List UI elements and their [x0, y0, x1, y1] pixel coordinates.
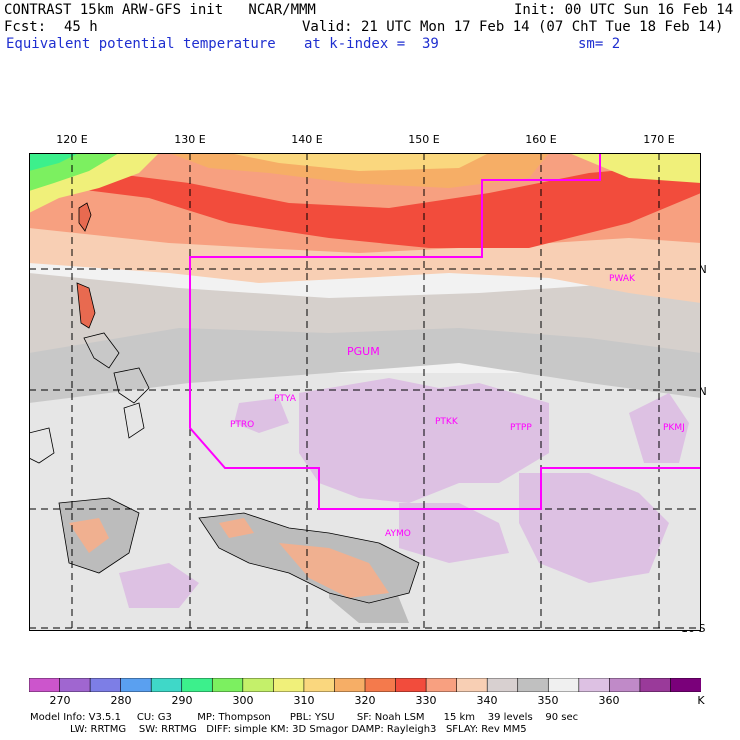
colorbar-swatch — [150, 678, 183, 692]
colorbar-swatch — [29, 678, 61, 692]
colorbar-swatch — [303, 678, 336, 692]
region-boundary — [189, 153, 701, 510]
colorbar-swatch — [639, 678, 672, 692]
lon-label: 130 E — [174, 133, 206, 146]
lon-label: 120 E — [56, 133, 88, 146]
field-band — [29, 163, 701, 248]
model-info-line2: LW: RRTMG SW: RRTMG DIFF: simple KM: 3D … — [70, 724, 527, 735]
colorbar-swatch — [59, 678, 91, 692]
lon-label: 150 E — [408, 133, 440, 146]
colorbar-label: 320 — [354, 694, 376, 707]
colorbar-swatch — [486, 678, 519, 692]
lon-label: 160 E — [525, 133, 557, 146]
colorbar-swatch — [456, 678, 488, 692]
moist-regions — [119, 378, 689, 608]
station-label: PKMJ — [663, 423, 685, 433]
colorbar-swatch — [517, 678, 550, 692]
lon-label: 140 E — [291, 133, 323, 146]
colorbar-label: 280 — [110, 694, 132, 707]
colorbar-swatch — [425, 678, 458, 692]
colorbar-swatch — [211, 678, 244, 692]
map-panel: PWAK PGUM PTYA PTRO PTKK PTPP PKMJ AYMO — [29, 153, 701, 631]
colorbar-label: 330 — [415, 694, 437, 707]
colorbar-swatch — [364, 678, 397, 692]
land-warm — [69, 518, 389, 598]
colorbar-swatch — [395, 678, 427, 692]
colorbar-label: 270 — [49, 694, 71, 707]
colorbar-swatch — [242, 678, 275, 692]
colorbar-swatch — [547, 678, 580, 692]
station-label: AYMO — [385, 529, 411, 539]
colorbar-label: 300 — [232, 694, 254, 707]
colorbar-swatch — [181, 678, 214, 692]
colorbar — [29, 678, 701, 692]
station-label: PTYA — [274, 394, 297, 404]
station-label: PTRO — [230, 420, 254, 430]
valid-time: Valid: 21 UTC Mon 17 Feb 14 (07 ChT Tue … — [302, 19, 724, 35]
colorbar-label: 350 — [537, 694, 559, 707]
colorbar-label: 340 — [476, 694, 498, 707]
colorbar-label: 290 — [171, 694, 193, 707]
field-name: Equivalent potential temperature — [6, 36, 276, 52]
forecast-hour-value: 45 h — [64, 19, 98, 35]
lon-label: 170 E — [643, 133, 675, 146]
colorbar-label: 360 — [598, 694, 620, 707]
colorbar-unit: K — [697, 694, 705, 707]
colorbar-swatch — [670, 678, 701, 692]
station-label: PGUM — [347, 345, 380, 358]
colorbar-swatch — [89, 678, 122, 692]
station-label: PTKK — [435, 417, 459, 427]
station-label: PTPP — [510, 423, 532, 433]
field-band — [29, 273, 701, 353]
colorbar-swatch — [578, 678, 611, 692]
field-band — [569, 153, 701, 183]
map-frame — [29, 153, 701, 631]
init-time: Init: 00 UTC Sun 16 Feb 14 — [514, 2, 734, 18]
colorbar-swatch — [273, 678, 305, 692]
vertical-level: at k-index = 39 — [304, 36, 439, 52]
model-title: CONTRAST 15km ARW-GFS init NCAR/MMM — [4, 2, 316, 18]
model-info-line1: Model Info: V3.5.1 CU: G3 MP: Thompson P… — [30, 712, 579, 723]
field-band — [29, 153, 79, 171]
colorbar-swatch — [334, 678, 366, 692]
forecast-hour-label: Fcst: — [4, 19, 47, 35]
smoothing: sm= 2 — [578, 36, 621, 52]
colorbar-swatch — [120, 678, 152, 692]
station-label: PWAK — [609, 274, 636, 284]
colorbar-swatch — [609, 678, 641, 692]
colorbar-label: 310 — [293, 694, 315, 707]
